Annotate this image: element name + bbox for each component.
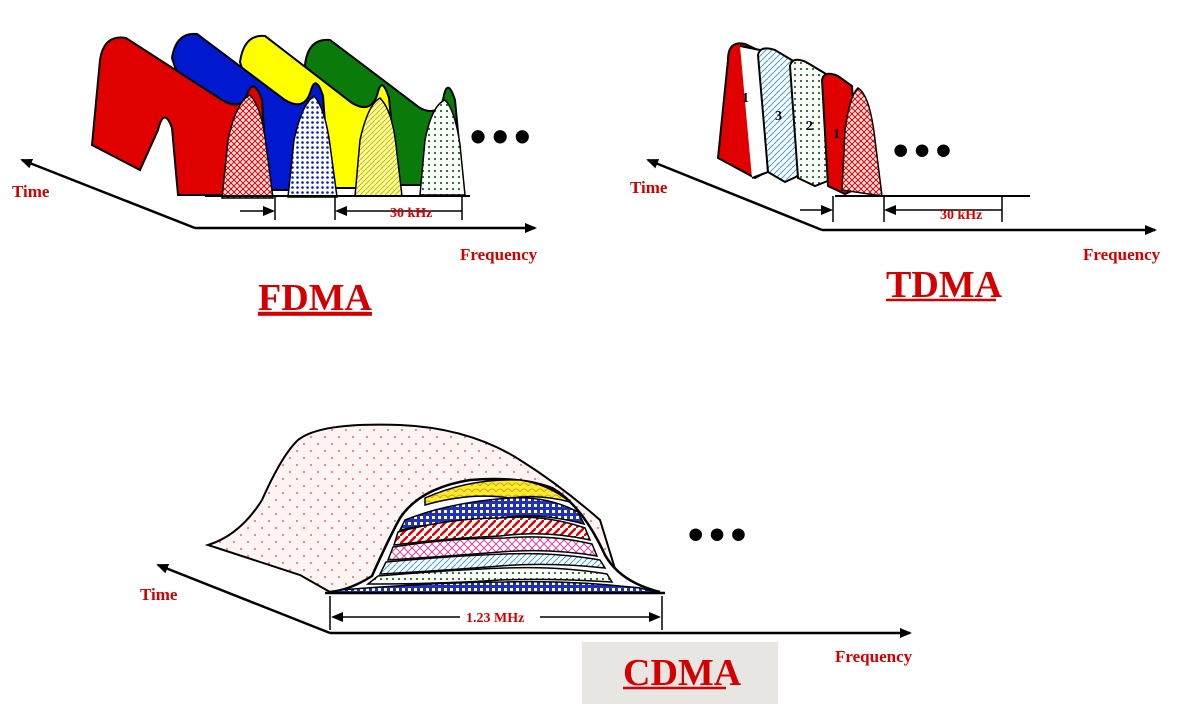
tdma-slot-red-front bbox=[820, 72, 883, 197]
cdma-signal-stack bbox=[329, 477, 661, 594]
tdma-slot-number: 1 bbox=[742, 91, 749, 106]
tdma-slot-green bbox=[788, 58, 832, 188]
cdma-panel: 1.23 MHz Time Frequency ••• CDMA bbox=[140, 423, 913, 694]
fdma-continuation: ••• bbox=[470, 110, 536, 162]
cdma-time-label: Time bbox=[140, 585, 178, 604]
tdma-bandwidth-label: 30 kHz bbox=[940, 208, 982, 223]
tdma-continuation: ••• bbox=[893, 126, 957, 175]
fdma-bandwidth-label: 30 kHz bbox=[390, 206, 432, 221]
fdma-panel: 30 kHz Time Frequency ••• FDMA bbox=[12, 32, 538, 319]
cdma-time-axis bbox=[156, 563, 331, 635]
tdma-frequency-label: Frequency bbox=[1083, 245, 1161, 264]
tdma-slot-number: 3 bbox=[775, 109, 782, 124]
fdma-frequency-label: Frequency bbox=[460, 245, 538, 264]
tdma-slot-cyan bbox=[756, 47, 802, 184]
cdma-bandwidth-marker bbox=[329, 596, 663, 630]
fdma-time-label: Time bbox=[12, 182, 50, 201]
cdma-frequency-label: Frequency bbox=[835, 647, 913, 666]
fdma-bandwidth-marker bbox=[240, 196, 463, 220]
tdma-time-axis bbox=[646, 158, 823, 232]
tdma-slot-number: 1 bbox=[833, 127, 840, 142]
cdma-continuation: ••• bbox=[688, 510, 752, 559]
tdma-bandwidth-marker bbox=[800, 196, 1003, 222]
fdma-time-axis bbox=[20, 158, 196, 230]
tdma-slot-number: 2 bbox=[806, 119, 813, 134]
fdma-channel-red bbox=[90, 36, 274, 199]
cdma-bandwidth-label: 1.23 MHz bbox=[466, 611, 524, 626]
cdma-title-background bbox=[582, 642, 778, 704]
tdma-panel: 1 3 2 1 30 kHz Time Frequency ••• TDMA bbox=[630, 42, 1161, 306]
tdma-time-label: Time bbox=[630, 178, 668, 197]
